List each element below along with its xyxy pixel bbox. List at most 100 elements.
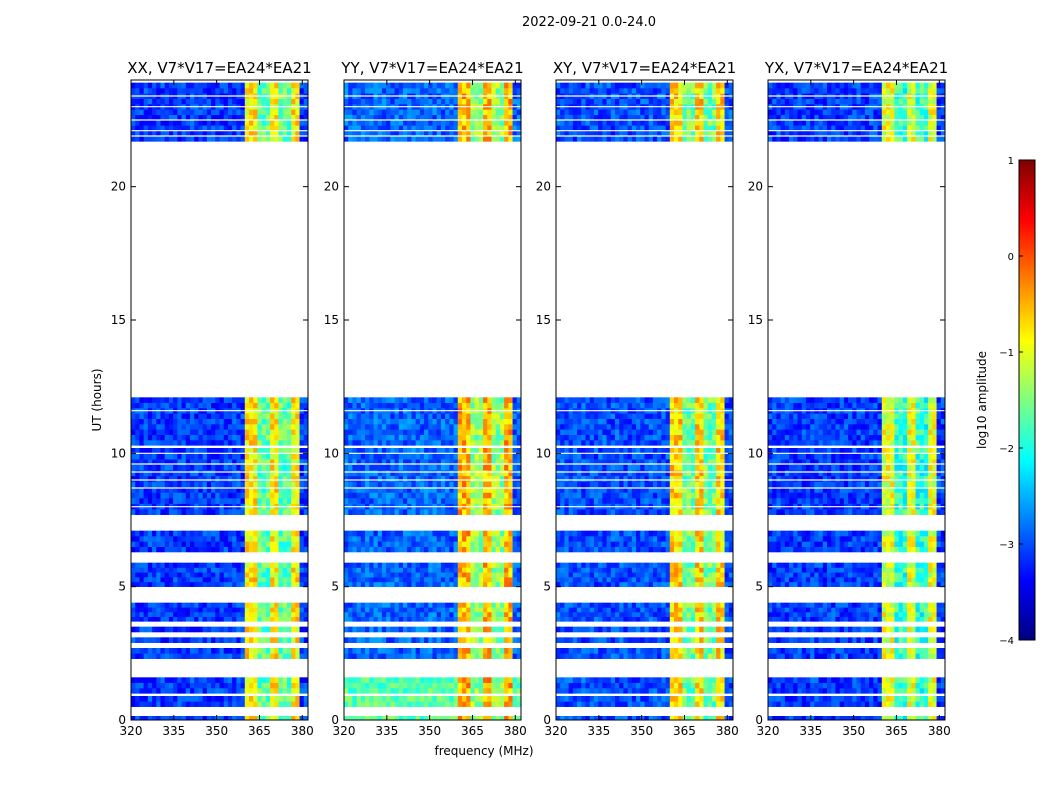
heatmap-cell — [206, 696, 212, 702]
heatmap-cell — [227, 677, 233, 683]
heatmap-cell — [381, 607, 387, 613]
heatmap-cell — [253, 475, 258, 482]
heatmap-cell — [602, 653, 607, 659]
heatmap-cell — [164, 498, 170, 504]
heatmap-cell — [483, 413, 488, 419]
heatmap-cell — [139, 424, 145, 430]
heatmap-cell — [143, 637, 149, 643]
heatmap-cell — [453, 464, 459, 471]
heatmap-cell — [270, 536, 275, 542]
heatmap-cell — [198, 98, 204, 105]
heatmap-cell — [227, 448, 233, 454]
heatmap-cell — [474, 530, 480, 537]
heatmap-cell — [147, 130, 153, 137]
heatmap-cell — [282, 424, 288, 430]
heatmap-cell — [478, 701, 484, 707]
heatmap-cell — [194, 498, 199, 504]
heatmap-cell — [240, 429, 246, 435]
heatmap-cell — [299, 530, 305, 537]
heatmap-cell — [278, 402, 284, 409]
heatmap-cell — [390, 616, 395, 622]
heatmap-cell — [445, 607, 450, 613]
heatmap-cell — [278, 413, 284, 419]
heatmap-cell — [168, 125, 174, 131]
heatmap-cell — [407, 688, 412, 694]
heatmap-cell — [198, 696, 204, 702]
heatmap-cell — [369, 130, 374, 137]
heatmap-cell — [194, 607, 199, 613]
heatmap-cell — [449, 612, 454, 617]
heatmap-cell — [512, 567, 518, 573]
heatmap-cell — [168, 424, 174, 430]
heatmap-cell — [257, 536, 263, 542]
heatmap-cell — [232, 498, 237, 504]
heatmap-cell — [449, 418, 454, 425]
heatmap-cell — [440, 701, 446, 707]
heatmap-cell — [716, 716, 721, 720]
heatmap-cell — [344, 716, 349, 720]
heatmap-cell — [516, 509, 521, 515]
heatmap-cell — [194, 562, 199, 568]
heatmap-cell — [211, 546, 216, 553]
heatmap-cell — [394, 616, 400, 622]
heatmap-cell — [211, 530, 216, 537]
heatmap-cell — [270, 418, 275, 425]
heatmap-cell — [360, 626, 366, 633]
heatmap-cell — [215, 607, 220, 613]
heatmap-cell — [278, 125, 284, 131]
heatmap-cell — [303, 424, 308, 430]
heatmap-cell — [440, 567, 446, 573]
heatmap-cell — [168, 682, 174, 689]
heatmap-cell — [440, 492, 446, 499]
heatmap-cell — [286, 120, 292, 126]
heatmap-cell — [215, 448, 220, 454]
heatmap-cell — [249, 541, 254, 547]
heatmap-cell — [415, 612, 421, 617]
heatmap-cell — [390, 453, 395, 460]
heatmap-cell — [270, 530, 275, 537]
heatmap-cell — [415, 653, 421, 659]
heatmap-cell — [253, 448, 258, 454]
heatmap-cell — [678, 677, 683, 683]
heatmap-cell — [278, 440, 284, 446]
heatmap-cell — [462, 434, 467, 441]
heatmap-cell — [504, 125, 509, 131]
heatmap-cell — [240, 546, 246, 553]
heatmap-cell — [499, 424, 505, 430]
heatmap-cell — [253, 88, 258, 94]
heatmap-cell — [627, 688, 633, 694]
heatmap-cell — [428, 581, 433, 587]
heatmap-cell — [415, 541, 421, 547]
heatmap-cell — [160, 602, 166, 608]
heatmap-cell — [181, 567, 187, 573]
heatmap-cell — [585, 677, 591, 683]
heatmap-cell — [270, 616, 275, 622]
heatmap-cell — [282, 109, 288, 115]
heatmap-cell — [131, 481, 136, 488]
heatmap-cell — [445, 453, 450, 460]
heatmap-cell — [344, 453, 349, 460]
heatmap-cell — [499, 109, 505, 115]
heatmap-cell — [249, 120, 254, 126]
heatmap-cell — [491, 530, 497, 537]
heatmap-cell — [190, 616, 195, 622]
heatmap-cell — [181, 653, 187, 659]
heatmap-cell — [483, 581, 488, 587]
heatmap-cell — [135, 612, 140, 617]
heatmap-cell — [415, 125, 421, 131]
heatmap-cell — [356, 464, 362, 471]
heatmap-cell — [432, 498, 438, 504]
heatmap-cell — [286, 688, 292, 694]
heatmap-cell — [215, 637, 220, 643]
heatmap-cell — [491, 536, 497, 542]
heatmap-cell — [449, 498, 454, 504]
heatmap-cell — [274, 130, 279, 137]
heatmap-cell — [211, 492, 216, 499]
heatmap-cell — [373, 626, 379, 633]
heatmap-cell — [152, 498, 157, 504]
heatmap-cell — [478, 434, 484, 441]
heatmap-cell — [690, 696, 696, 702]
heatmap-cell — [377, 424, 383, 430]
heatmap-cell — [508, 562, 513, 568]
heatmap-cell — [348, 429, 353, 435]
